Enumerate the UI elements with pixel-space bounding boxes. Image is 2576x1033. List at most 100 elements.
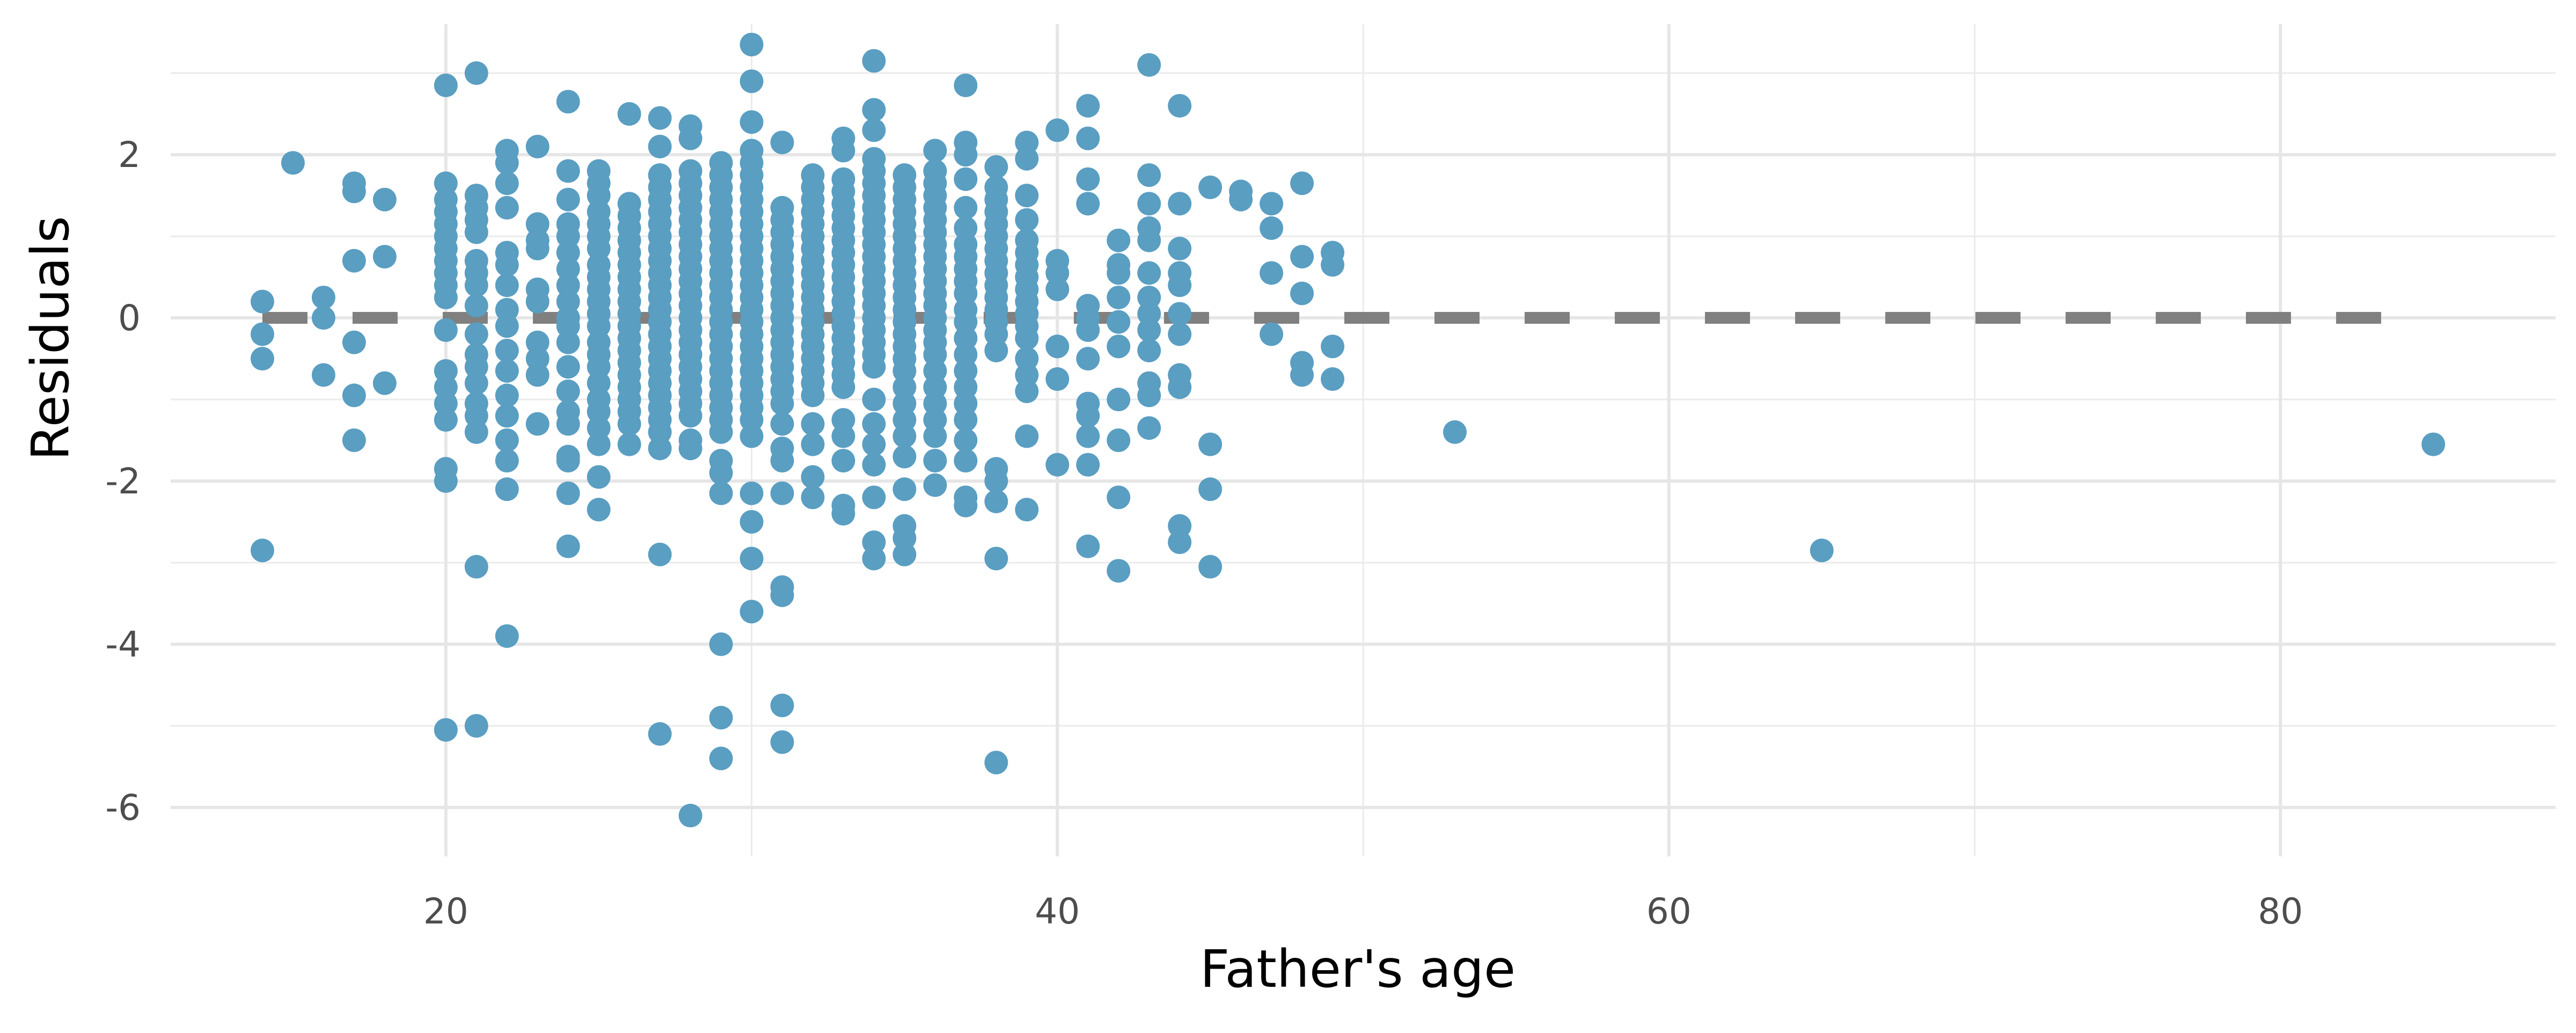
data-point: [740, 547, 764, 571]
data-point: [495, 448, 519, 472]
data-point: [556, 534, 580, 558]
data-point: [1260, 322, 1284, 346]
data-point: [740, 110, 764, 134]
data-point: [250, 322, 274, 346]
data-point: [464, 61, 488, 85]
data-point: [525, 212, 550, 236]
data-point: [801, 412, 825, 436]
data-point: [862, 547, 886, 571]
data-point: [1137, 416, 1161, 440]
data-point: [770, 448, 794, 472]
data-point: [954, 343, 978, 367]
data-point: [1168, 273, 1192, 297]
data-point: [831, 448, 855, 472]
data-point: [1137, 53, 1161, 77]
data-point: [831, 424, 855, 448]
data-point: [1810, 539, 1834, 563]
data-point: [464, 404, 488, 428]
data-point: [464, 355, 488, 379]
y-tick-label: -4: [105, 624, 141, 665]
data-point: [954, 216, 978, 240]
data-point: [740, 600, 764, 624]
data-point: [281, 151, 305, 175]
data-point: [556, 412, 580, 436]
data-point: [801, 465, 825, 489]
data-point: [2421, 432, 2446, 456]
data-point: [342, 383, 366, 408]
y-tick-label: -2: [105, 461, 141, 502]
data-point: [1137, 302, 1161, 326]
data-point: [495, 253, 519, 277]
data-point: [831, 501, 855, 526]
data-point: [587, 355, 611, 379]
x-tick-label: 20: [423, 891, 469, 932]
data-point: [954, 428, 978, 452]
data-point: [770, 583, 794, 607]
data-point: [923, 375, 947, 399]
data-point: [923, 473, 947, 497]
data-point: [1290, 363, 1314, 387]
data-point: [495, 195, 519, 220]
data-point: [1015, 363, 1039, 387]
data-point: [740, 69, 764, 93]
data-point: [464, 714, 488, 738]
data-point: [954, 167, 978, 191]
data-point: [892, 375, 917, 399]
data-point: [678, 404, 702, 428]
data-point: [1045, 277, 1070, 301]
data-point: [1015, 326, 1039, 351]
data-point: [984, 751, 1008, 775]
data-point: [1076, 93, 1100, 118]
data-point: [801, 383, 825, 408]
data-point: [587, 432, 611, 456]
data-point: [311, 286, 335, 310]
data-point: [1076, 318, 1100, 342]
data-point: [954, 281, 978, 305]
data-point: [525, 330, 550, 354]
data-point: [587, 399, 611, 424]
data-point: [1107, 261, 1131, 285]
data-point: [556, 330, 580, 354]
data-point: [892, 359, 917, 383]
data-point: [862, 432, 886, 456]
data-point: [648, 437, 672, 461]
data-point: [372, 187, 397, 212]
data-point: [495, 297, 519, 322]
data-point: [984, 489, 1008, 513]
data-point: [587, 371, 611, 395]
data-point: [1076, 424, 1100, 448]
data-point: [1168, 302, 1192, 326]
data-point: [648, 542, 672, 566]
data-point: [495, 314, 519, 338]
data-point: [1107, 228, 1131, 252]
data-point: [954, 143, 978, 167]
data-point: [892, 477, 917, 501]
data-point: [434, 286, 458, 310]
data-point: [1015, 424, 1039, 448]
data-point: [984, 338, 1008, 362]
data-point: [525, 347, 550, 371]
data-point: [525, 236, 550, 260]
data-point: [1137, 261, 1161, 285]
data-point: [648, 420, 672, 444]
data-point: [556, 448, 580, 472]
data-point: [954, 73, 978, 97]
data-point: [862, 453, 886, 477]
data-point: [1015, 347, 1039, 371]
data-point: [862, 49, 886, 73]
data-point: [556, 90, 580, 114]
data-point: [342, 249, 366, 273]
data-point: [1290, 281, 1314, 305]
data-point: [372, 371, 397, 395]
data-point: [495, 404, 519, 428]
data-point: [954, 448, 978, 472]
data-point: [464, 322, 488, 346]
data-point: [984, 547, 1008, 571]
data-point: [1045, 334, 1070, 359]
data-point: [923, 424, 947, 448]
data-points: [250, 32, 2446, 828]
data-point: [1045, 367, 1070, 391]
data-point: [984, 322, 1008, 346]
data-point: [892, 424, 917, 448]
